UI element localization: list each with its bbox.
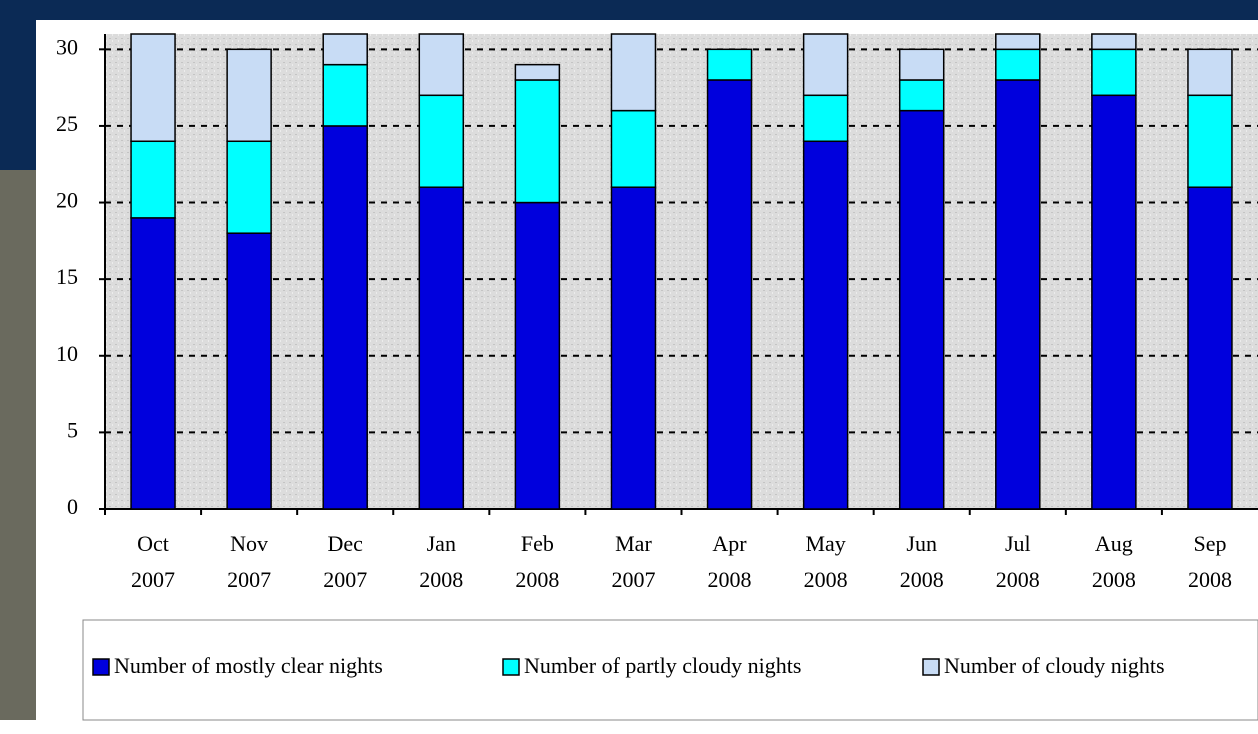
x-tick-label: Jun 2008: [900, 531, 944, 592]
bar-segment: [322, 125, 368, 510]
y-tick-label: 15: [56, 264, 78, 289]
bar-segment: [1091, 33, 1137, 51]
x-tick-label: Oct 2007: [131, 531, 175, 592]
legend-box: [82, 619, 1258, 721]
x-tick-line: Apr: [712, 531, 747, 556]
x-tick-line: 2008: [804, 567, 848, 592]
bar-segment: [130, 140, 176, 219]
bar-segment: [1091, 94, 1137, 510]
bar-segment: [802, 140, 849, 510]
bar-segment: [226, 140, 272, 234]
header-band: [0, 0, 1258, 20]
x-tick-label: Jan 2008: [419, 531, 463, 592]
legend-swatch: [92, 658, 110, 676]
x-tick-line: Jan: [427, 531, 456, 556]
legend-swatch: [502, 658, 520, 676]
bar-segment: [706, 48, 753, 81]
x-tick-line: 2008: [1092, 567, 1136, 592]
x-tick-label: Sep 2008: [1188, 531, 1232, 592]
bar-segment: [226, 48, 272, 143]
bar-segment: [610, 109, 657, 188]
x-tick-line: 2008: [1188, 567, 1232, 592]
y-tick-label: 5: [67, 417, 78, 442]
x-tick-label: May 2008: [804, 531, 848, 592]
bar-segment: [226, 232, 272, 510]
bar-segment: [610, 186, 657, 510]
x-tick-label: Jul 2008: [996, 531, 1040, 592]
x-tick-label: Nov 2007: [227, 531, 271, 592]
x-tick-label: Dec 2007: [323, 531, 367, 592]
legend-swatch: [922, 658, 940, 676]
x-tick-line: Dec: [327, 531, 363, 556]
bar-segment: [995, 33, 1041, 51]
x-tick-line: Mar: [615, 531, 652, 556]
x-tick-line: 2008: [900, 567, 944, 592]
x-tick-label: Mar 2007: [611, 531, 655, 592]
bar-segment: [418, 186, 465, 510]
bar-segment: [418, 33, 465, 97]
x-tick-line: 2007: [131, 567, 175, 592]
x-tick-label: Feb 2008: [515, 531, 559, 592]
x-tick-line: 2007: [227, 567, 271, 592]
bar-segment: [514, 201, 561, 510]
bar-segment: [130, 217, 176, 510]
bar-segment: [995, 79, 1041, 510]
x-tick-line: May: [805, 531, 845, 556]
plot-area: [105, 34, 1258, 509]
x-tick-line: Feb: [521, 531, 554, 556]
x-tick-line: Sep: [1193, 531, 1226, 556]
y-tick-label: 0: [67, 494, 78, 519]
bar-segment: [322, 33, 368, 66]
legend-label: Number of cloudy nights: [944, 653, 1165, 678]
bar-segment: [1091, 48, 1137, 97]
x-tick-line: 2007: [323, 567, 367, 592]
bar-segment: [514, 63, 561, 81]
legend-label: Number of mostly clear nights: [114, 653, 383, 678]
x-tick-line: 2008: [996, 567, 1040, 592]
x-tick-line: Jul: [1005, 531, 1031, 556]
legend-label: Number of partly cloudy nights: [524, 653, 801, 678]
x-tick-line: Aug: [1095, 531, 1133, 556]
bar-segment: [322, 63, 368, 127]
x-tick-line: 2007: [611, 567, 655, 592]
y-tick-label: 10: [56, 341, 78, 366]
y-tick-label: 30: [56, 34, 78, 59]
bar-segment: [1187, 186, 1233, 510]
x-tick-label: Aug 2008: [1092, 531, 1136, 592]
bar-segment: [1187, 94, 1233, 188]
bar-segment: [898, 79, 945, 112]
bar-segment: [1187, 48, 1233, 97]
bar-segment: [995, 48, 1041, 81]
x-tick-line: 2008: [708, 567, 752, 592]
bar-segment: [802, 33, 849, 97]
x-tick-line: Nov: [230, 531, 268, 556]
x-tick-line: 2008: [419, 567, 463, 592]
bar-segment: [706, 79, 753, 510]
bar-segment: [802, 94, 849, 143]
x-tick-label: Apr 2008: [708, 531, 752, 592]
y-tick-label: 25: [56, 111, 78, 136]
bar-segment: [418, 94, 465, 188]
bar-segment: [898, 109, 945, 510]
bar-segment: [514, 79, 561, 204]
bar-segment: [130, 33, 176, 143]
bar-segment: [610, 33, 657, 112]
header-side: [0, 0, 40, 170]
y-tick-label: 20: [56, 188, 78, 213]
x-tick-line: 2008: [515, 567, 559, 592]
x-tick-line: Jun: [906, 531, 937, 556]
bar-segment: [898, 48, 945, 81]
x-tick-line: Oct: [137, 531, 169, 556]
side-photo: [0, 170, 36, 720]
